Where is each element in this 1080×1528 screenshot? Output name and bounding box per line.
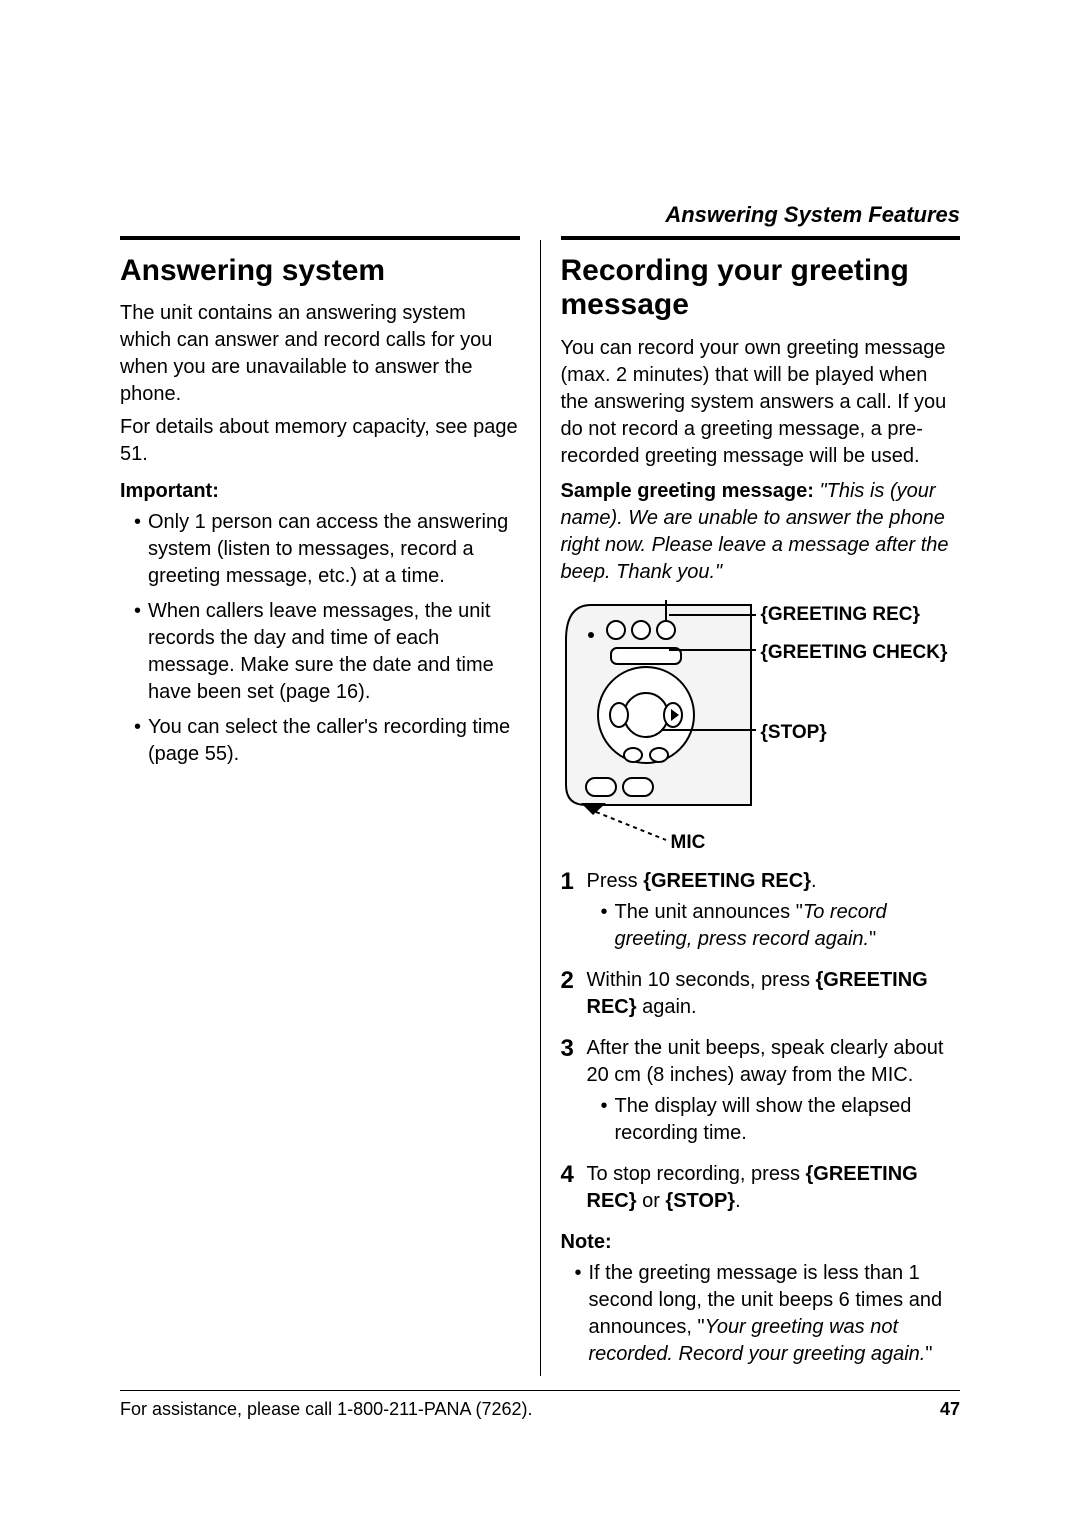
sample-label: Sample greeting message:	[561, 480, 814, 502]
assist-line: For assistance, please call 1-800-211-PA…	[120, 1397, 533, 1421]
note-item: If the greeting message is less than 1 s…	[575, 1260, 961, 1368]
note-text: "	[925, 1343, 932, 1365]
important-list: Only 1 person can access the answering s…	[120, 509, 520, 768]
important-label: Important:	[120, 478, 520, 505]
step-text: To stop recording, press	[587, 1163, 806, 1185]
step-text: or	[637, 1190, 666, 1212]
note-list: If the greeting message is less than 1 s…	[561, 1260, 961, 1368]
section-header: Answering System Features	[120, 200, 960, 230]
step-text: again.	[637, 996, 697, 1018]
button-ref: {GREETING REC}	[643, 870, 811, 892]
callout-greeting-rec: {GREETING REC}	[761, 602, 920, 628]
step-text: Press	[587, 870, 644, 892]
device-diagram: {GREETING REC} {GREETING CHECK} {STOP} M…	[561, 600, 961, 850]
sub-text: "	[869, 928, 876, 950]
device-icon	[561, 600, 761, 850]
callout-mic: MIC	[671, 830, 706, 856]
sub-list: The display will show the elapsed record…	[587, 1093, 961, 1147]
step-1: Press {GREETING REC}. The unit announces…	[561, 868, 961, 953]
steps-list: Press {GREETING REC}. The unit announces…	[561, 868, 961, 1215]
column-divider	[540, 240, 541, 1376]
sub-list: The unit announces "To record greeting, …	[587, 899, 961, 953]
sub-item: The display will show the elapsed record…	[601, 1093, 961, 1147]
callout-stop: {STOP}	[761, 720, 827, 746]
left-intro1: The unit contains an answering system wh…	[120, 300, 520, 408]
callout-greeting-check: {GREETING CHECK}	[761, 640, 948, 666]
sub-text: The unit announces "	[615, 901, 803, 923]
step-text: .	[735, 1190, 741, 1212]
step-text: .	[811, 870, 817, 892]
list-item: You can select the caller's recording ti…	[134, 714, 520, 768]
step-text: After the unit beeps, speak clearly abou…	[587, 1037, 944, 1086]
step-4: To stop recording, press {GREETING REC} …	[561, 1161, 961, 1215]
left-column: Answering system The unit contains an an…	[120, 236, 520, 1376]
left-title: Answering system	[120, 254, 520, 289]
note-label: Note:	[561, 1229, 961, 1256]
list-item: When callers leave messages, the unit re…	[134, 598, 520, 706]
left-intro2: For details about memory capacity, see p…	[120, 414, 520, 468]
list-item: Only 1 person can access the answering s…	[134, 509, 520, 590]
step-2: Within 10 seconds, press {GREETING REC} …	[561, 967, 961, 1021]
sample-greeting: Sample greeting message: "This is (your …	[561, 478, 961, 586]
step-text: Within 10 seconds, press	[587, 969, 816, 991]
button-ref: {STOP}	[665, 1190, 735, 1212]
right-intro: You can record your own greeting message…	[561, 335, 961, 470]
step-3: After the unit beeps, speak clearly abou…	[561, 1035, 961, 1147]
right-title: Recording your greeting message	[561, 254, 961, 323]
right-column: Recording your greeting message You can …	[561, 236, 961, 1376]
page-footer: For assistance, please call 1-800-211-PA…	[120, 1390, 960, 1421]
content-columns: Answering system The unit contains an an…	[120, 236, 960, 1376]
sub-item: The unit announces "To record greeting, …	[601, 899, 961, 953]
page-number: 47	[900, 1397, 960, 1421]
